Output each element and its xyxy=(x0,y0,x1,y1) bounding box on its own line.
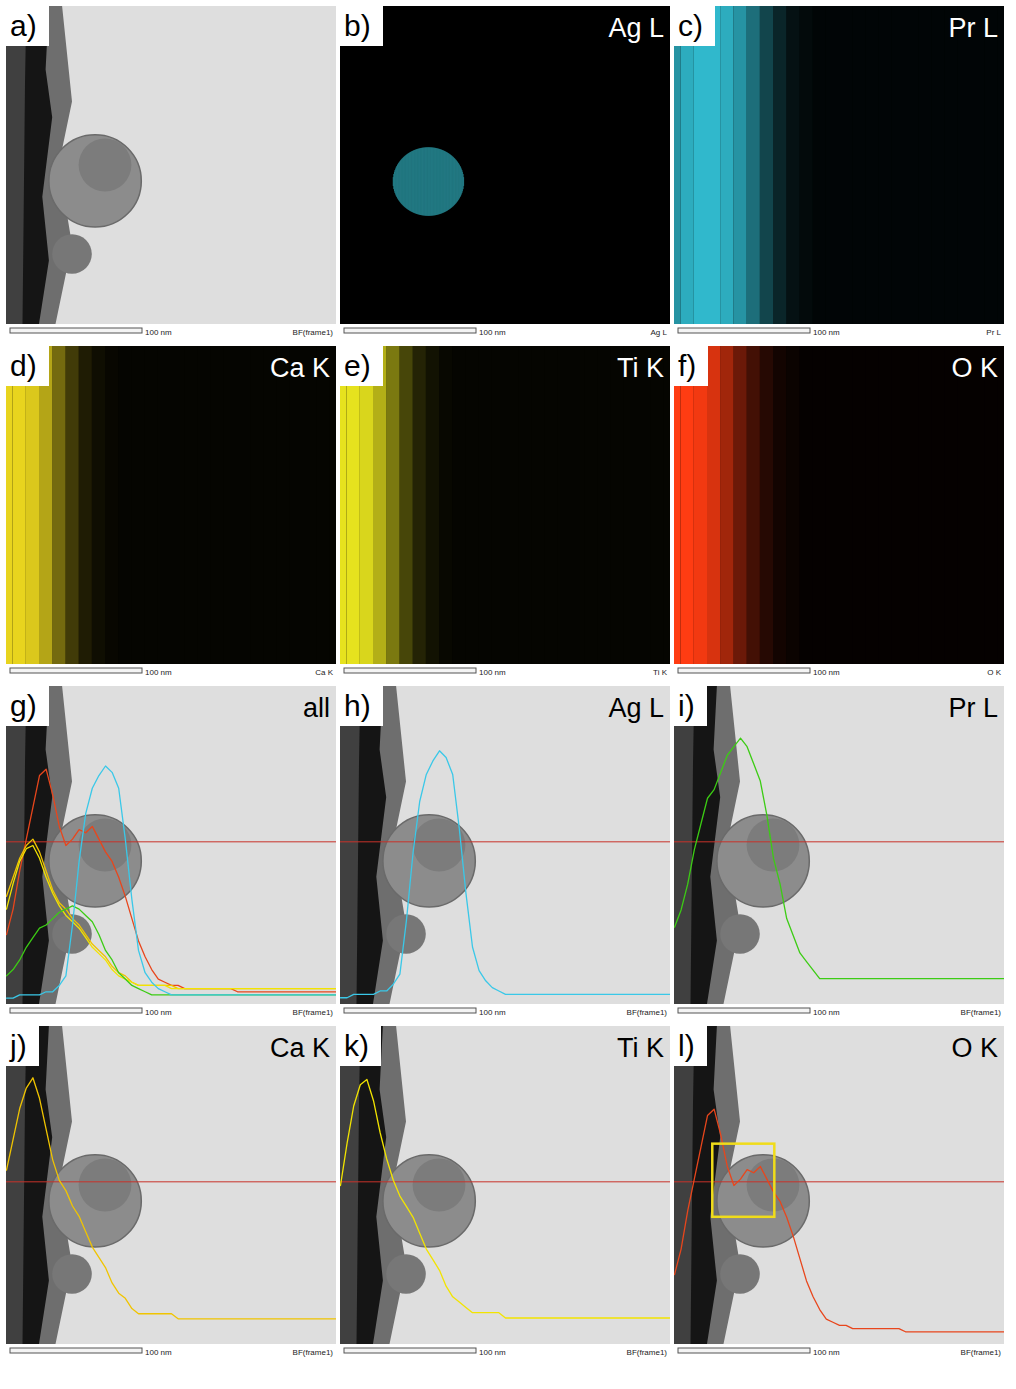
html-text:l): l) xyxy=(678,1029,695,1062)
html-text:Ti K: Ti K xyxy=(617,1033,664,1063)
svg-text:100 nm: 100 nm xyxy=(479,1008,506,1017)
svg-text:100 nm: 100 nm xyxy=(813,668,840,677)
html-text:b): b) xyxy=(344,9,371,42)
svg-text:BF(frame1): BF(frame1) xyxy=(293,328,334,337)
html-text:a): a) xyxy=(10,9,37,42)
html-text:j): j) xyxy=(10,1029,27,1062)
svg-text:Ca K: Ca K xyxy=(315,668,333,677)
html-text:i): i) xyxy=(678,689,695,722)
html-text:h): h) xyxy=(344,689,371,722)
html-text:Ag L: Ag L xyxy=(608,693,664,723)
svg-text:100 nm: 100 nm xyxy=(145,1008,172,1017)
html-text:g): g) xyxy=(10,689,37,722)
html-text:Pr L: Pr L xyxy=(948,13,998,43)
svg-text:Ti K: Ti K xyxy=(653,668,668,677)
html-text:all: all xyxy=(303,693,330,723)
svg-text:BF(frame1): BF(frame1) xyxy=(961,1008,1002,1017)
svg-text:BF(frame1): BF(frame1) xyxy=(627,1008,668,1017)
html-text:O K: O K xyxy=(951,353,998,383)
html-text:Ca K: Ca K xyxy=(270,1033,330,1063)
html-text:Pr L: Pr L xyxy=(948,693,998,723)
html-text:Ti K: Ti K xyxy=(617,353,664,383)
html-text:c): c) xyxy=(678,9,703,42)
svg-text:100 nm: 100 nm xyxy=(813,1348,840,1357)
html-text:Ca K: Ca K xyxy=(270,353,330,383)
svg-text:BF(frame1): BF(frame1) xyxy=(627,1348,668,1357)
svg-text:100 nm: 100 nm xyxy=(813,1008,840,1017)
html-text:f): f) xyxy=(678,349,697,382)
html-text:Ag L: Ag L xyxy=(608,13,664,43)
svg-text:Pr L: Pr L xyxy=(986,328,1001,337)
svg-text:100 nm: 100 nm xyxy=(479,668,506,677)
svg-text:Ag L: Ag L xyxy=(651,328,668,337)
svg-text:100 nm: 100 nm xyxy=(145,328,172,337)
html-text:k): k) xyxy=(344,1029,369,1062)
svg-text:BF(frame1): BF(frame1) xyxy=(293,1348,334,1357)
svg-text:BF(frame1): BF(frame1) xyxy=(961,1348,1002,1357)
html-text:e): e) xyxy=(344,349,371,382)
svg-text:100 nm: 100 nm xyxy=(813,328,840,337)
svg-text:100 nm: 100 nm xyxy=(479,1348,506,1357)
svg-text:BF(frame1): BF(frame1) xyxy=(293,1008,334,1017)
svg-text:100 nm: 100 nm xyxy=(145,668,172,677)
svg-text:O K: O K xyxy=(987,668,1001,677)
svg-text:100 nm: 100 nm xyxy=(479,328,506,337)
html-text:O K: O K xyxy=(951,1033,998,1063)
html-text:d): d) xyxy=(10,349,37,382)
svg-text:100 nm: 100 nm xyxy=(145,1348,172,1357)
